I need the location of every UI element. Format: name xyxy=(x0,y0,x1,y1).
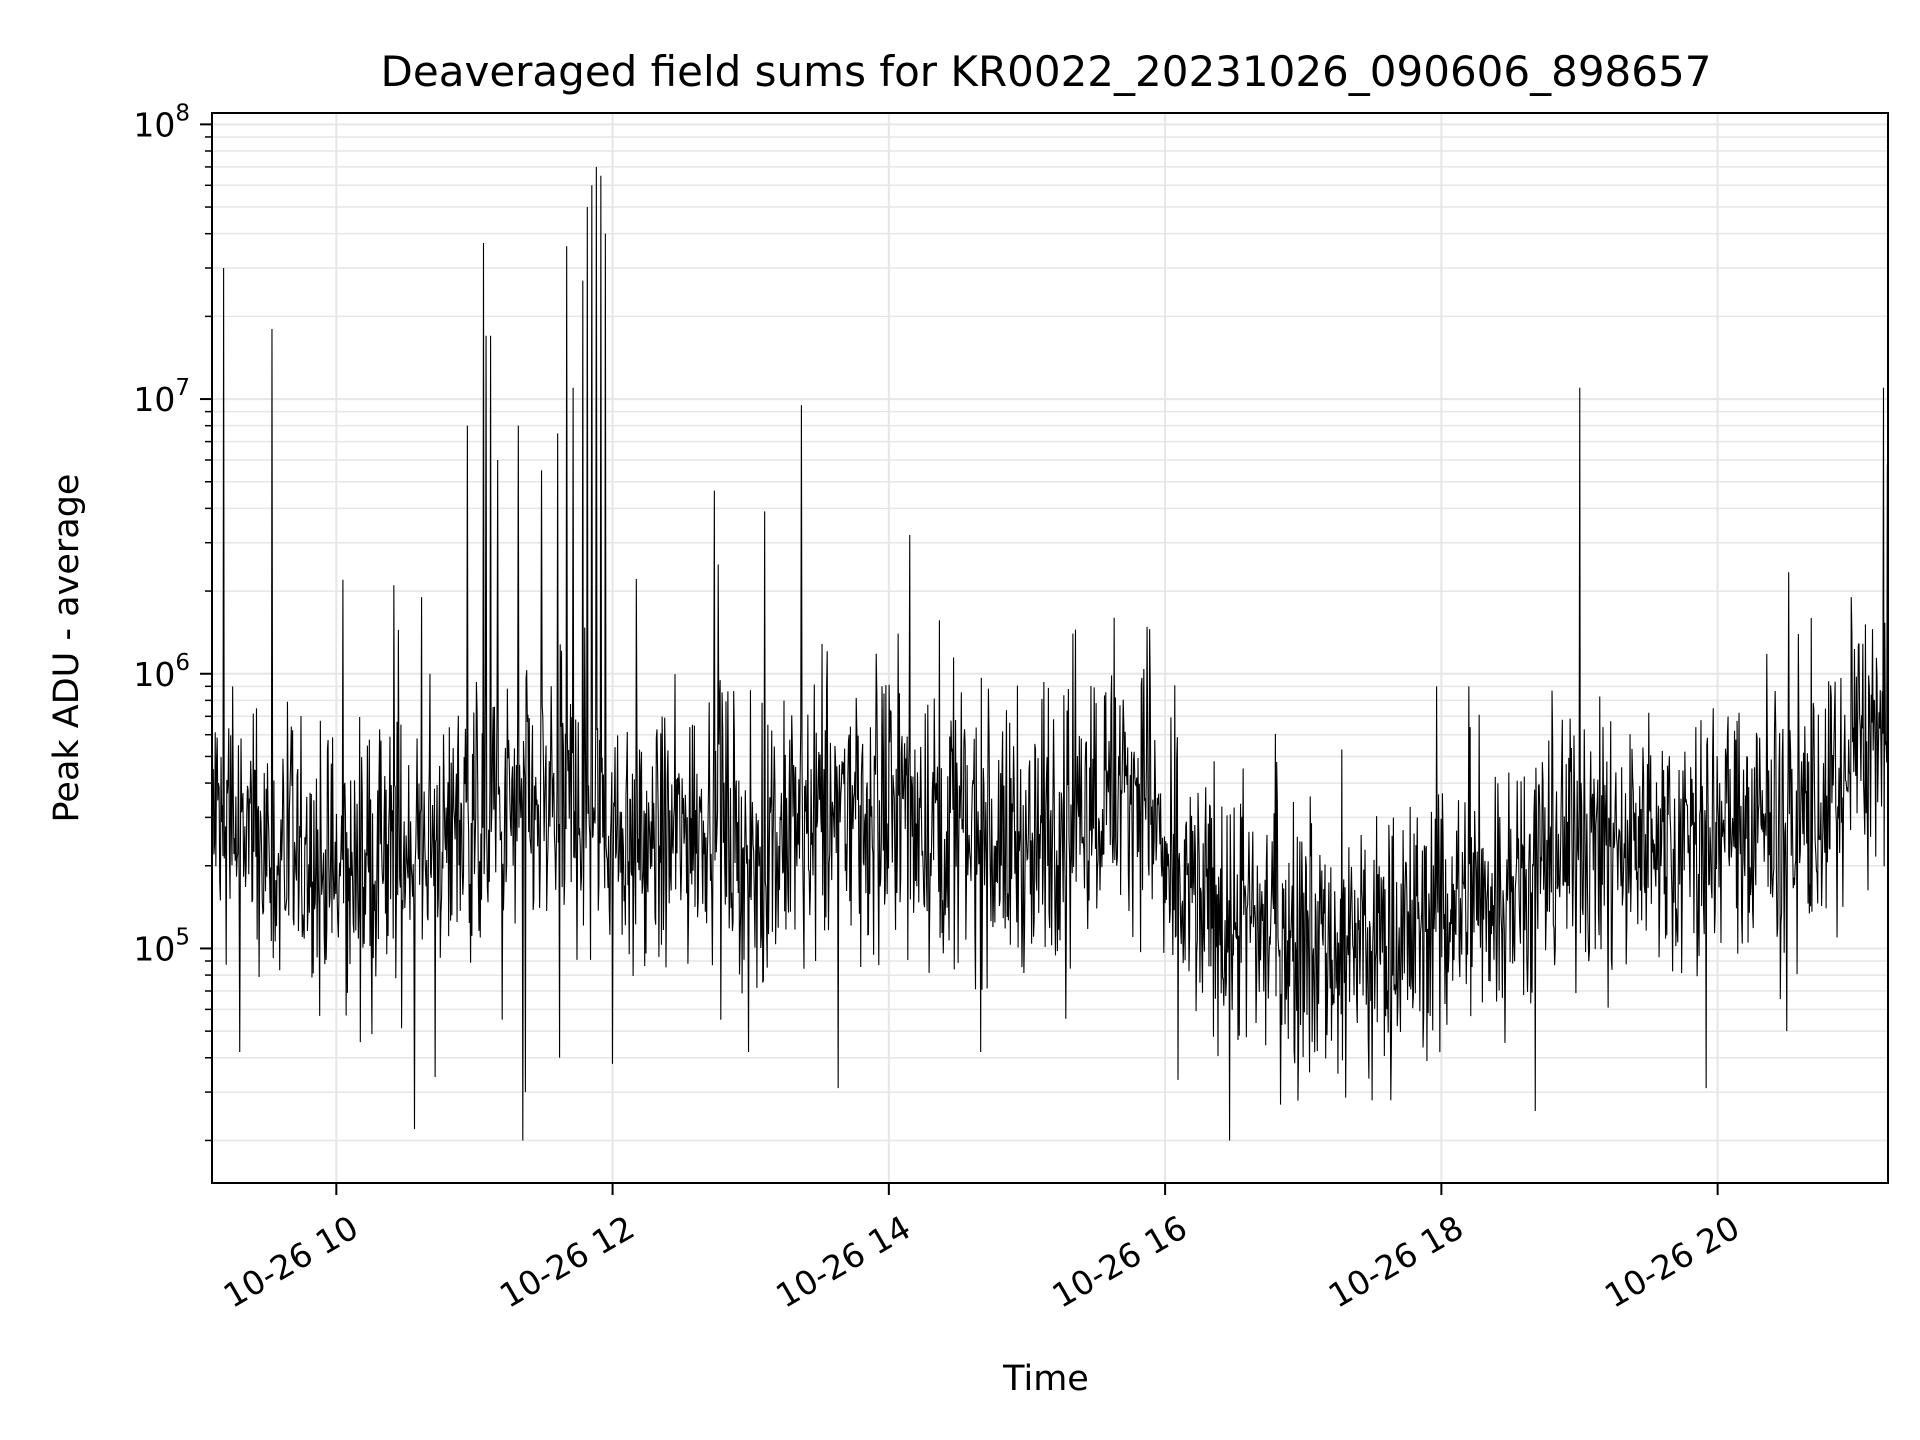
y-tick-label: 108 xyxy=(133,100,190,144)
x-axis: 10-26 10 10-26 12 10-26 14 10-26 16 10-26 18… xyxy=(217,1183,1746,1316)
x-tick-label: 10-26 16 xyxy=(1046,1208,1194,1316)
x-tick-label: 10-26 18 xyxy=(1322,1208,1470,1316)
y-axis: 105 106 107 108 xyxy=(133,100,212,1142)
plot-area xyxy=(212,166,1888,1141)
y-tick-label: 106 xyxy=(133,650,190,694)
y-tick-label: 107 xyxy=(133,375,190,419)
y-tick-label: 105 xyxy=(133,924,190,968)
x-tick-label: 10-26 10 xyxy=(217,1208,365,1316)
series-line xyxy=(212,166,1888,1141)
x-tick-label: 10-26 14 xyxy=(769,1208,917,1316)
y-axis-title: Peak ADU - average xyxy=(47,474,87,823)
x-tick-label: 10-26 12 xyxy=(493,1208,641,1316)
plot-frame xyxy=(211,112,1889,1184)
x-axis-title: Time xyxy=(1002,1359,1089,1399)
x-tick-label: 10-26 20 xyxy=(1598,1208,1746,1316)
grid-layer xyxy=(212,113,1888,1183)
series-layer xyxy=(212,166,1888,1141)
chart-title: Deaveraged field sums for KR0022_2023102… xyxy=(381,47,1712,96)
